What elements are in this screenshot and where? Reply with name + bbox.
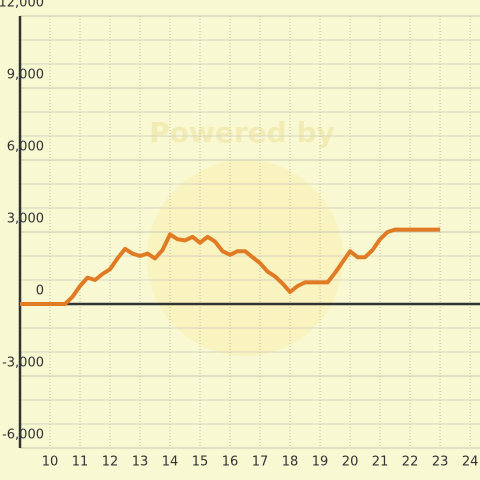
y-tick-label: -3,000 bbox=[2, 356, 44, 371]
watermark: Powered by bbox=[149, 116, 335, 149]
x-tick-label: 15 bbox=[192, 455, 209, 470]
x-tick-label: 12 bbox=[102, 455, 119, 470]
x-tick-label: 13 bbox=[132, 455, 149, 470]
x-tick-label: 22 bbox=[402, 455, 419, 470]
data-line bbox=[20, 227, 441, 306]
x-tick-label: 10 bbox=[42, 455, 59, 470]
x-tick-label: 23 bbox=[432, 455, 449, 470]
x-tick-label: 17 bbox=[252, 455, 269, 470]
y-tick-label: 3,000 bbox=[7, 212, 44, 227]
x-tick-label: 21 bbox=[372, 455, 389, 470]
x-tick-label: 11 bbox=[72, 455, 89, 470]
y-tick-label: 0 bbox=[36, 284, 44, 299]
y-tick-label: -6,000 bbox=[2, 428, 44, 443]
x-tick-label: 19 bbox=[312, 455, 329, 470]
watermark-logo bbox=[147, 160, 343, 356]
x-tick-label: 14 bbox=[162, 455, 179, 470]
y-tick-label: 12,000 bbox=[0, 0, 44, 11]
x-tick-label: 18 bbox=[282, 455, 299, 470]
x-tick-label: 24 bbox=[462, 455, 479, 470]
y-tick-label: 9,000 bbox=[7, 68, 44, 83]
x-tick-label: 16 bbox=[222, 455, 239, 470]
y-tick-label: 6,000 bbox=[7, 140, 44, 155]
x-tick-label: 20 bbox=[342, 455, 359, 470]
